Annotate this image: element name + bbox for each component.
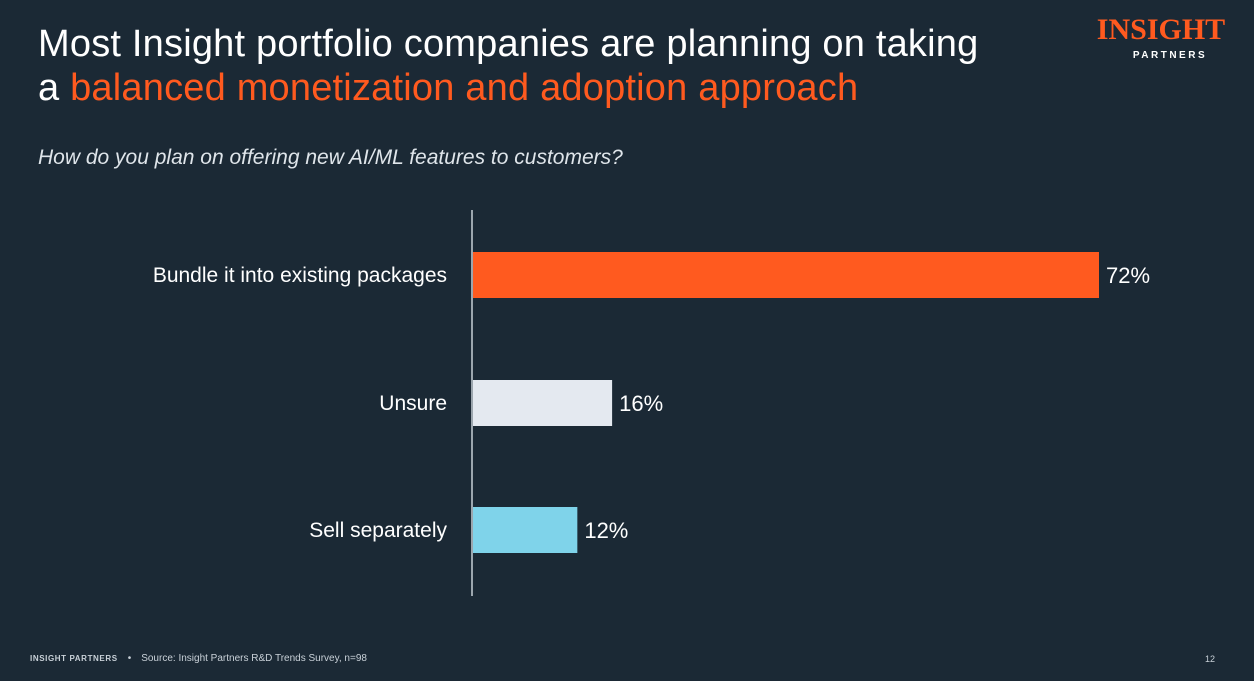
value-label-1: 16% bbox=[619, 391, 663, 416]
footer-source: Source: Insight Partners R&D Trends Surv… bbox=[141, 653, 367, 664]
category-label-1: Unsure bbox=[379, 392, 447, 415]
headline: Most Insight portfolio companies are pla… bbox=[38, 22, 1088, 110]
headline-accent: balanced monetization and adoption appro… bbox=[70, 67, 859, 109]
logo-word: INSIGHT bbox=[1096, 13, 1226, 46]
category-label-2: Sell separately bbox=[309, 519, 447, 542]
footer-separator: • bbox=[127, 653, 132, 664]
headline-line2-prefix: a bbox=[38, 67, 71, 109]
value-label-0: 72% bbox=[1106, 263, 1150, 288]
bar-1 bbox=[473, 380, 613, 426]
category-label-0: Bundle it into existing packages bbox=[153, 264, 447, 287]
logo-sub: PARTNERS bbox=[1132, 50, 1208, 61]
value-label-2: 12% bbox=[584, 518, 628, 543]
chart-question: How do you plan on offering new AI/ML fe… bbox=[38, 146, 623, 169]
bar-2 bbox=[473, 507, 578, 553]
page-number: 12 bbox=[1205, 654, 1216, 664]
footer-brand: INSIGHT PARTNERS bbox=[30, 654, 118, 663]
footer: INSIGHT PARTNERS • Source: Insight Partn… bbox=[30, 653, 367, 664]
headline-line1: Most Insight portfolio companies are pla… bbox=[38, 23, 979, 65]
bar-0 bbox=[473, 252, 1099, 298]
insight-partners-logo: INSIGHT PARTNERS bbox=[1096, 13, 1226, 62]
bars-layer: Bundle it into existing packages 72% Unsur… bbox=[153, 252, 1150, 553]
